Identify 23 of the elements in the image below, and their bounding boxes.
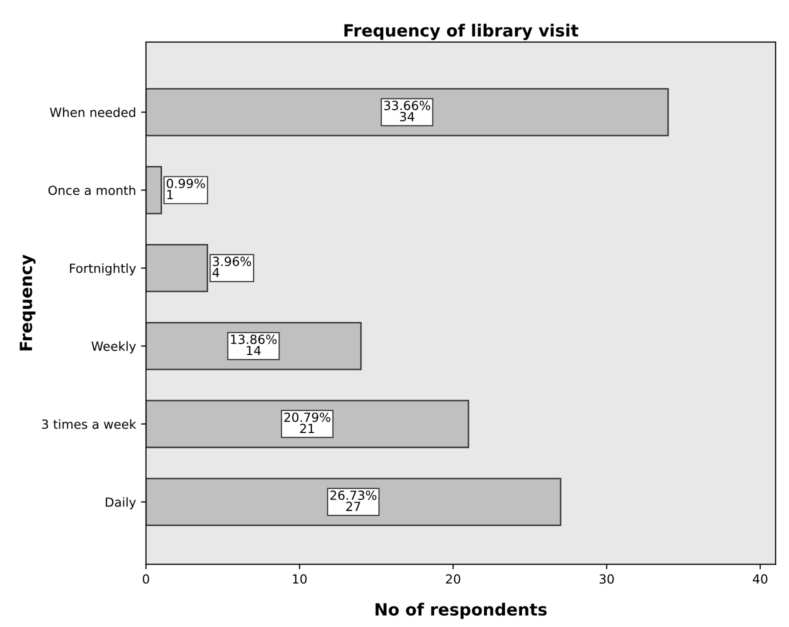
y-tick-label: 3 times a week <box>42 419 136 429</box>
y-tick-label: Weekly <box>92 341 136 354</box>
data-label: 20.79% 21 <box>284 412 330 434</box>
x-tick-label: 10 <box>292 574 307 584</box>
x-tick-label: 40 <box>752 574 768 584</box>
x-tick-label: 20 <box>446 574 460 584</box>
data-label: 33.66% 34 <box>384 100 430 122</box>
data-label: 13.86% 14 <box>231 334 277 356</box>
y-tick-label: When needed <box>50 107 136 118</box>
bar <box>146 478 562 526</box>
chart-title: Frequency of library visit <box>344 24 578 40</box>
y-tick-label: Daily <box>106 497 136 510</box>
x-axis-title: No of respondents <box>376 602 547 619</box>
y-tick-label: Once a month <box>48 185 136 196</box>
x-tick-label: 0 <box>142 574 150 584</box>
data-label: 26.73% 27 <box>330 490 376 511</box>
y-tick-label: Fortnightly <box>70 263 136 276</box>
data-label: 0.99% 1 <box>166 178 205 200</box>
y-axis-title: Frequency <box>20 254 36 350</box>
data-label: 3.96% 4 <box>212 256 252 278</box>
x-tick-label: 30 <box>600 574 614 584</box>
bar <box>146 88 669 136</box>
bar <box>146 400 470 448</box>
